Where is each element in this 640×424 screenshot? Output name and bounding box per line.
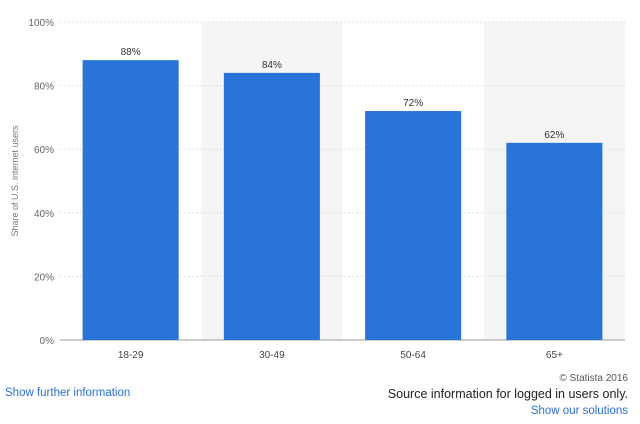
source-note: Source information for logged in users o…: [387, 387, 628, 401]
show-further-information-link[interactable]: Show further information: [5, 387, 131, 399]
bar: [365, 111, 462, 340]
x-tick-label: 30-49: [259, 350, 285, 361]
data-label: 72%: [403, 98, 423, 109]
bar: [506, 142, 603, 340]
data-label: 62%: [544, 130, 564, 141]
bar-chart: 0% 20% 40% 60% 80% 100% Share of U.S. internet…: [10, 18, 625, 361]
y-axis-title: Share of U.S. internet users: [10, 125, 20, 237]
x-tick-label: 65+: [546, 350, 563, 361]
show-our-solutions-link[interactable]: Show our solutions: [530, 405, 628, 417]
x-tick-label: 18-29: [118, 350, 144, 361]
bar: [82, 60, 179, 340]
y-tick-label: 0%: [40, 336, 55, 347]
y-tick-label: 20%: [34, 272, 54, 283]
statista-credit: © Statista 2016: [559, 373, 628, 384]
bar: [223, 72, 320, 340]
y-tick-label: 40%: [34, 209, 54, 220]
x-tick-label: 50-64: [400, 350, 426, 361]
data-label: 84%: [262, 60, 282, 71]
data-label: 88%: [121, 47, 141, 58]
y-tick-label: 80%: [34, 82, 54, 93]
y-tick-label: 60%: [34, 145, 54, 156]
y-tick-label: 100%: [28, 18, 54, 29]
